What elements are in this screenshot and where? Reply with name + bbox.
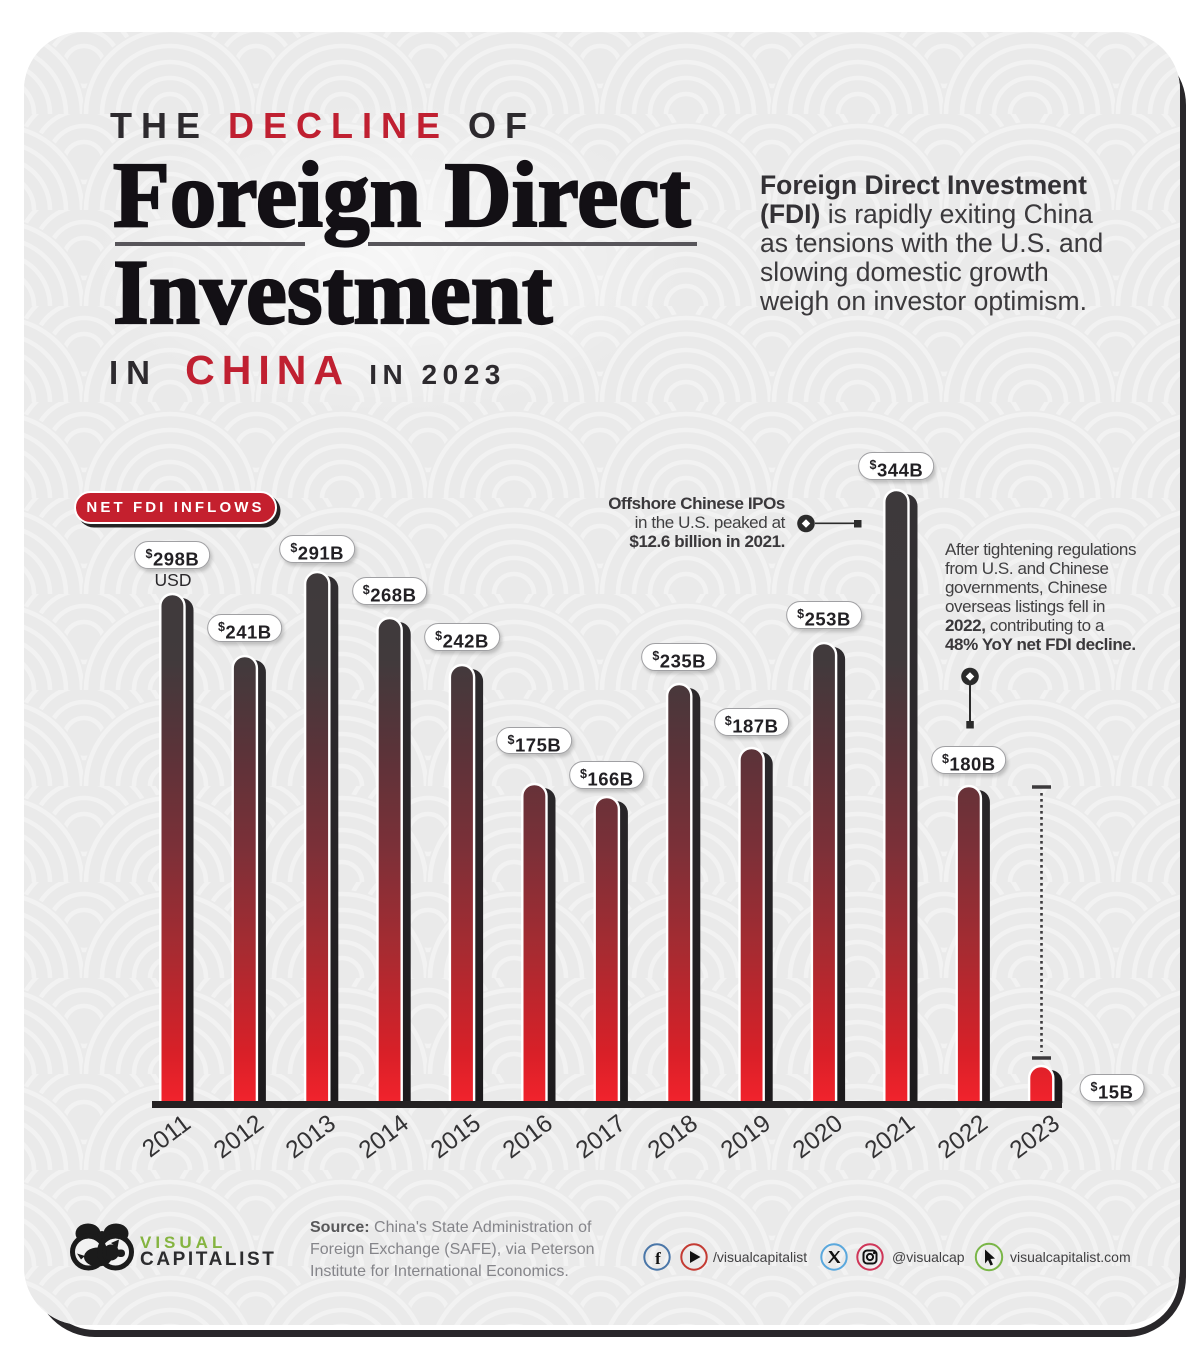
svg-text:f: f <box>655 1249 661 1268</box>
